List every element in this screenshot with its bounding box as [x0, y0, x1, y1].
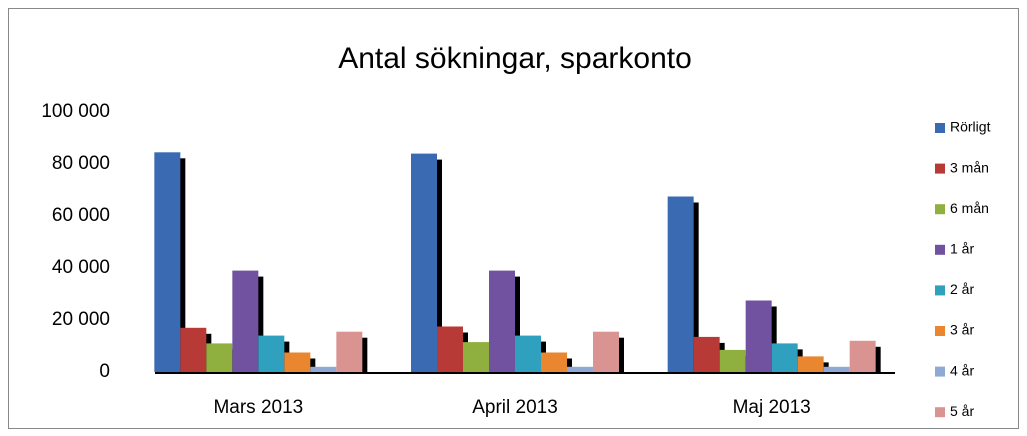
- legend-swatch: [935, 123, 945, 133]
- bar: [719, 349, 746, 372]
- x-tick-label: April 2013: [472, 397, 558, 418]
- legend-swatch: [935, 163, 945, 174]
- bar: [693, 336, 720, 372]
- legend-label: 3 mån: [950, 159, 989, 175]
- y-tick-label: 20 000: [52, 309, 110, 330]
- bar: [849, 340, 876, 372]
- bar: [154, 152, 181, 372]
- bar: [310, 366, 337, 372]
- bar: [593, 331, 619, 372]
- bar: [206, 343, 233, 372]
- legend-swatch: [935, 326, 945, 336]
- chart-title: Antal sökningar, sparkonto: [338, 42, 692, 75]
- legend-swatch: [935, 407, 945, 418]
- bar: [489, 270, 515, 372]
- legend-swatch: [935, 204, 945, 215]
- bar: [232, 270, 259, 372]
- legend-label: 6 mån: [950, 200, 989, 216]
- bar: [567, 366, 593, 372]
- y-tick-label: 40 000: [52, 257, 110, 278]
- bar: [284, 352, 311, 372]
- bar: [437, 326, 463, 372]
- legend-label: 2 år: [950, 281, 974, 297]
- legend-label: 5 år: [950, 403, 974, 419]
- y-tick-label: 100 000: [41, 101, 110, 122]
- y-tick-label: 0: [99, 361, 110, 382]
- bar: [541, 352, 567, 372]
- bar: [515, 335, 541, 372]
- legend-label: 3 år: [950, 322, 974, 338]
- legend-swatch: [935, 285, 945, 296]
- bar: [667, 196, 694, 372]
- x-tick-label: Mars 2013: [213, 397, 303, 418]
- legend-swatch: [935, 244, 945, 255]
- bar: [823, 366, 850, 372]
- bar: [411, 153, 437, 372]
- legend-label: Rörligt: [950, 119, 991, 135]
- bar: [463, 342, 489, 372]
- legend-label: 1 år: [950, 241, 974, 257]
- y-tick-label: 80 000: [52, 153, 110, 174]
- bar: [771, 343, 798, 372]
- bar: [336, 331, 363, 372]
- bar: [258, 335, 285, 372]
- bar: [180, 327, 207, 372]
- legend-label: 4 år: [950, 362, 974, 378]
- x-tick-label: Maj 2013: [733, 397, 811, 418]
- legend-swatch: [935, 366, 945, 377]
- bar: [797, 356, 824, 372]
- bar: [745, 300, 772, 372]
- y-tick-label: 60 000: [52, 205, 110, 226]
